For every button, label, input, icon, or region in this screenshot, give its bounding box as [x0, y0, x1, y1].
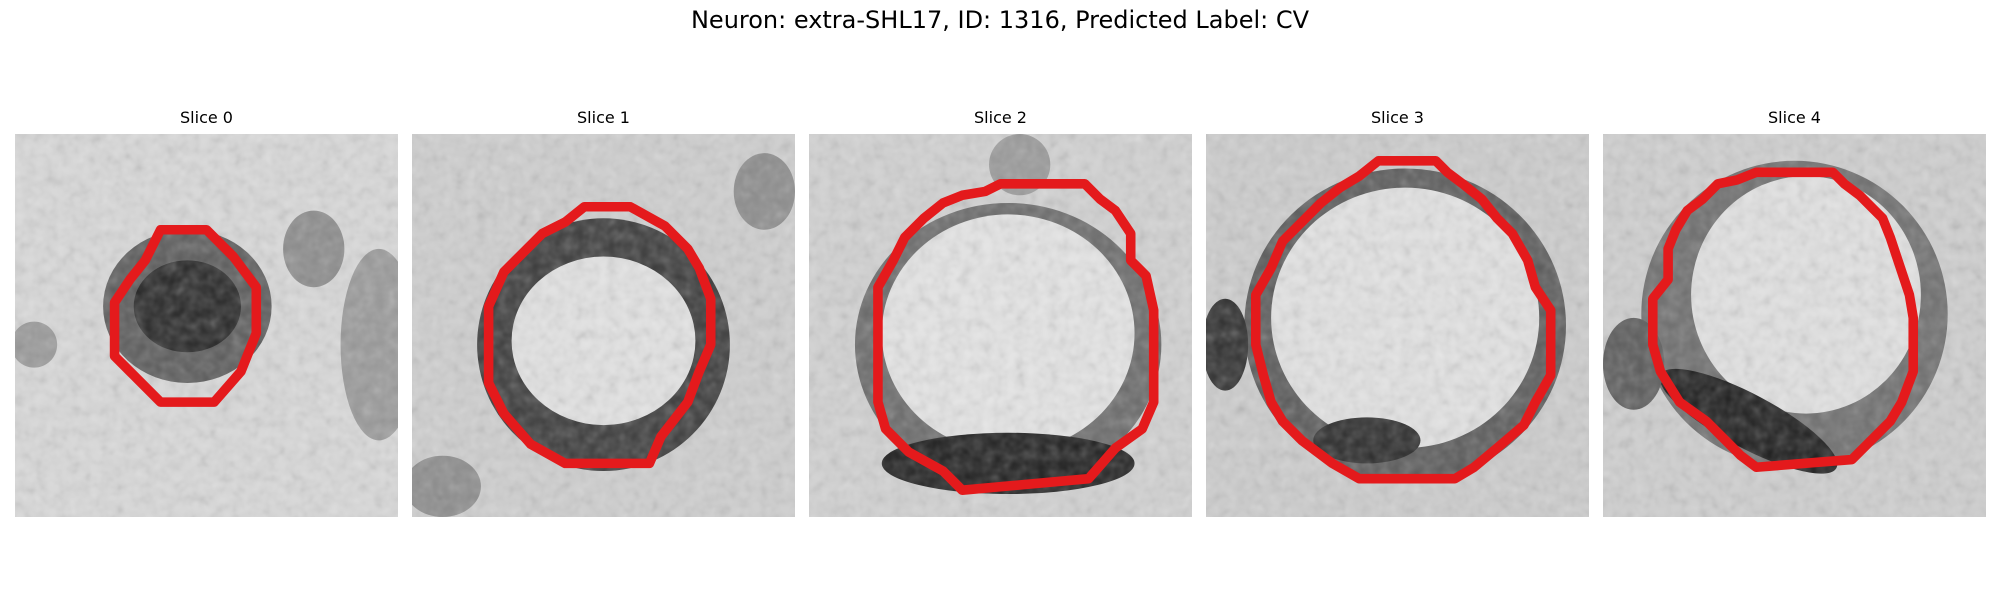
slice-image-4 — [1603, 134, 1986, 517]
segmentation-contour — [873, 179, 1159, 495]
slice-image-3 — [1206, 134, 1589, 517]
figure-title: Neuron: extra-SHL17, ID: 1316, Predicted… — [690, 6, 1310, 34]
slice-title: Slice 4 — [1768, 108, 1821, 127]
segmentation-contour — [483, 201, 716, 469]
slice-title: Slice 2 — [974, 108, 1027, 127]
slice-image-0 — [15, 134, 398, 517]
slice-panel-3: Slice 3 — [1206, 108, 1589, 520]
slice-title: Slice 1 — [577, 108, 630, 127]
slice-title: Slice 0 — [180, 108, 233, 127]
slice-panel-1: Slice 1 — [412, 108, 795, 520]
slice-title: Slice 3 — [1371, 108, 1424, 127]
slice-panel-0: Slice 0 — [15, 108, 398, 520]
segmentation-contour — [109, 224, 262, 407]
slice-image-2 — [809, 134, 1192, 517]
slice-image-1 — [412, 134, 795, 517]
slice-panel-4: Slice 4 — [1603, 108, 1986, 520]
segmentation-contour — [1648, 167, 1919, 472]
segmentation-contour — [1251, 156, 1556, 484]
slice-panel-2: Slice 2 — [809, 108, 1192, 520]
